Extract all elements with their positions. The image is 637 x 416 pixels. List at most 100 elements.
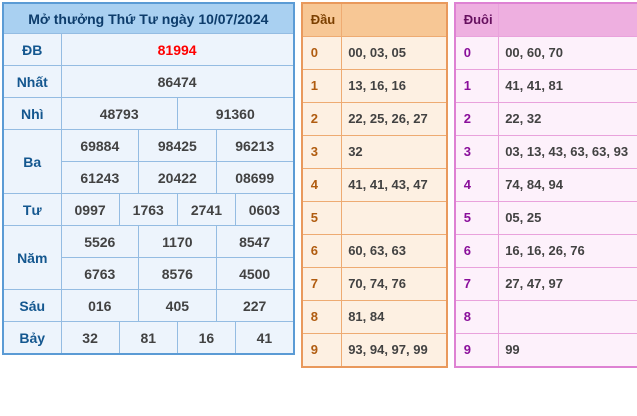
prize-label: Năm [2,225,62,290]
lottery-results-page: Mở thưởng Thứ Tư ngày 10/07/2024 ĐB 81994… [2,2,637,368]
prize-label: Tư [2,193,62,226]
duoi-numbers: 03, 13, 43, 63, 63, 93 [498,135,637,169]
duoi-row: 3 03, 13, 43, 63, 63, 93 [454,135,637,169]
prize-number: 32 [60,321,120,355]
dau-header-row: Đầu [301,2,448,37]
dau-numbers: 13, 16, 16 [341,69,448,103]
prize-number: 98425 [138,129,217,162]
prize-row: 61243 20422 08699 [3,161,295,194]
prize-label: Bảy [2,321,62,355]
dau-row: 6 60, 63, 63 [301,234,448,268]
prize-row: Nhì 48793 91360 [2,97,295,130]
duoi-numbers: 74, 84, 94 [498,168,637,202]
prize-number: 016 [60,289,140,322]
prize-number: 61243 [60,161,140,194]
dau-digit: 1 [301,69,343,103]
duoi-numbers: 00, 60, 70 [498,36,637,70]
prize-number: 48793 [60,97,178,130]
dau-numbers: 60, 63, 63 [341,234,448,268]
duoi-numbers: 22, 32 [498,102,637,136]
dau-digit: 0 [301,36,343,70]
dau-digit: 8 [301,300,343,334]
dau-row: 3 32 [301,135,448,169]
dau-digit: 9 [301,333,343,368]
dau-row: 0 00, 03, 05 [301,36,448,70]
duoi-table-title: Đuôi [454,2,500,37]
duoi-digit: 8 [454,300,500,334]
prize-number: 08699 [215,161,295,194]
duoi-numbers: 05, 25 [498,201,637,235]
prize-number: 8576 [138,257,217,290]
duoi-digit: 9 [454,333,500,368]
prize-row: Bảy 32 81 16 41 [2,321,295,355]
prize-label: Nhất [2,65,62,98]
duoi-row: 8 [454,300,637,334]
dau-row: 9 93, 94, 97, 99 [301,333,448,368]
duoi-digit: 0 [454,36,500,70]
duoi-numbers [498,300,637,334]
dau-numbers: 32 [341,135,448,169]
dau-numbers: 22, 25, 26, 27 [341,102,448,136]
result-title-row: Mở thưởng Thứ Tư ngày 10/07/2024 [2,2,295,34]
prize-label: Ba [2,129,62,194]
duoi-row: 7 27, 47, 97 [454,267,637,301]
dau-digit: 7 [301,267,343,301]
prize-number: 2741 [176,193,237,226]
duoi-row: 4 74, 84, 94 [454,168,637,202]
duoi-digit: 2 [454,102,500,136]
prize-number: 1170 [138,225,217,258]
special-prize-number: 81994 [60,33,295,66]
prize-number: 8547 [215,225,295,258]
duoi-row: 2 22, 32 [454,102,637,136]
dau-row: 5 [301,201,448,235]
duoi-row: 0 00, 60, 70 [454,36,637,70]
dau-digit: 3 [301,135,343,169]
prize-row: 6763 8576 4500 [3,257,295,290]
prize-number: 69884 [60,129,140,162]
dau-row: 2 22, 25, 26, 27 [301,102,448,136]
duoi-row: 1 41, 41, 81 [454,69,637,103]
prize-row: ĐB 81994 [2,33,295,66]
duoi-digit: 6 [454,234,500,268]
duoi-row: 6 16, 16, 26, 76 [454,234,637,268]
prize-number: 96213 [215,129,295,162]
dau-row: 7 70, 74, 76 [301,267,448,301]
prize-label: Nhì [2,97,62,130]
dau-row: 4 41, 41, 43, 47 [301,168,448,202]
duoi-digit: 4 [454,168,500,202]
prize-number: 0997 [60,193,120,226]
result-table: Mở thưởng Thứ Tư ngày 10/07/2024 ĐB 81994… [2,2,295,355]
dau-numbers: 81, 84 [341,300,448,334]
duoi-table: Đuôi 0 00, 60, 70 1 41, 41, 81 2 22, 32 3 03, 1… [453,2,637,368]
prize-number: 1763 [118,193,178,226]
dau-header-spacer [341,2,448,37]
prize-number: 81 [118,321,178,355]
prize-number: 405 [138,289,217,322]
prize-number: 91360 [176,97,295,130]
duoi-header-spacer [498,2,637,37]
prize-row: Ba 69884 98425 96213 [2,129,295,194]
prize-number: 5526 [60,225,140,258]
dau-numbers: 70, 74, 76 [341,267,448,301]
duoi-digit: 1 [454,69,500,103]
dau-digit: 5 [301,201,343,235]
prize-number: 4500 [215,257,295,290]
duoi-digit: 5 [454,201,500,235]
prize-number: 227 [215,289,295,322]
duoi-row: 5 05, 25 [454,201,637,235]
dau-table: Đầu 0 00, 03, 05 1 13, 16, 16 2 22, 25, 26, 2… [300,2,448,368]
prize-number: 6763 [60,257,140,290]
duoi-numbers: 27, 47, 97 [498,267,637,301]
dau-digit: 4 [301,168,343,202]
duoi-digit: 3 [454,135,500,169]
dau-row: 1 13, 16, 16 [301,69,448,103]
dau-numbers: 41, 41, 43, 47 [341,168,448,202]
dau-numbers: 00, 03, 05 [341,36,448,70]
duoi-header-row: Đuôi [454,2,637,37]
prize-label: Sáu [2,289,62,322]
result-table-title: Mở thưởng Thứ Tư ngày 10/07/2024 [2,2,295,34]
duoi-numbers: 16, 16, 26, 76 [498,234,637,268]
prize-number: 41 [235,321,295,355]
prize-row: Năm 5526 1170 8547 [2,225,295,290]
duoi-row: 9 99 [454,333,637,368]
